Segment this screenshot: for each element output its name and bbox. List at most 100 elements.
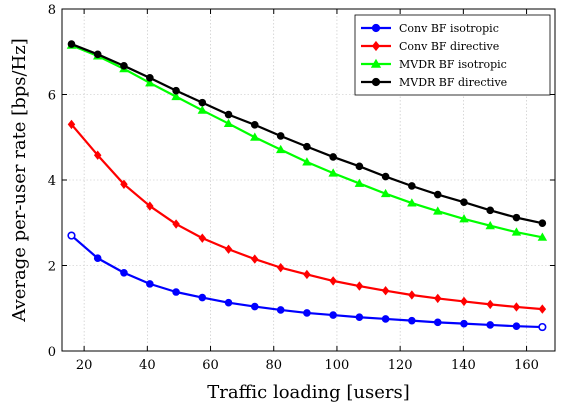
data-point [538,219,547,227]
data-point [303,309,311,317]
data-point [250,302,259,311]
ticks: 20 40 60 80 100 120 140 160 0 2 4 6 8 [48,3,555,373]
data-point [223,118,234,128]
data-point [93,50,102,59]
data-point [512,213,521,222]
data-point [354,178,365,187]
x-tick-label: 60 [202,358,219,373]
data-point [224,244,233,254]
data-point [224,298,233,307]
data-point [120,62,128,70]
data-point [380,188,391,198]
data-point [328,168,338,177]
x-tick-label: 120 [388,358,413,373]
data-point [67,119,76,130]
legend: Conv BF isotropic Conv BF directive MVDR B… [354,14,551,96]
data-point [512,322,521,331]
x-tick-label: 100 [325,358,350,373]
data-point [197,105,208,114]
legend-label: MVDR BF isotropic [399,58,507,71]
data-point [120,179,128,189]
data-point [538,304,547,314]
series-1 [67,119,547,314]
x-tick-label: 40 [139,358,156,373]
data-point [381,172,390,181]
data-point [303,142,311,151]
data-point [486,321,495,329]
data-point [329,276,337,286]
y-tick-label: 6 [48,89,56,104]
y-tick-label: 4 [48,174,56,189]
data-point [276,262,285,273]
data-point [329,311,337,319]
data-point [276,132,285,140]
legend-marker [370,58,382,68]
data-point [329,153,337,161]
data-point [276,306,285,314]
x-tick-label: 80 [265,358,282,373]
x-tick-label: 140 [451,358,476,373]
data-point [171,91,181,101]
data-point [302,157,312,166]
data-point [198,233,207,243]
data-point [146,280,154,288]
y-tick-label: 8 [48,3,56,18]
data-point [511,227,522,236]
series-0 [67,231,547,332]
data-point [486,206,495,215]
data-point [145,78,155,87]
data-point [303,269,311,280]
y-tick-label: 0 [48,345,56,360]
y-tick-label: 2 [48,260,56,275]
data-point [381,286,390,296]
data-point [381,315,390,323]
data-point [120,268,128,277]
data-point [538,322,547,332]
data-point [407,198,417,207]
data-point [198,293,207,302]
legend-marker [371,77,381,87]
data-point [146,201,154,211]
data-point [250,132,260,141]
data-point [485,220,495,230]
data-point [67,231,76,240]
data-point [224,110,233,119]
data-point [93,254,102,263]
legend-marker [371,23,381,33]
data-point [460,319,468,328]
data-point [486,299,494,310]
data-point [408,182,416,190]
data-point [460,198,468,207]
series-3 [67,40,547,227]
legend-label: Conv BF directive [399,40,499,53]
data-point [93,150,102,160]
data-point [433,190,442,199]
series-2 [66,40,548,241]
data-point [172,219,180,229]
data-point [537,232,548,241]
data-point [198,98,207,107]
data-point [275,144,286,154]
series-layer [66,40,548,332]
data-point [433,206,443,215]
x-axis-label: Traffic loading [users] [207,382,410,403]
data-point [250,121,259,129]
data-point [67,40,76,48]
data-point [408,290,416,300]
legend-marker [371,40,381,52]
data-point [459,214,469,223]
data-point [512,302,521,312]
x-tick-label: 160 [514,358,539,373]
data-point [434,293,442,304]
x-tick-label: 20 [76,358,93,373]
y-axis-label: Average per-user rate [bps/Hz] [9,38,30,323]
data-point [251,254,259,264]
data-point [172,288,180,296]
data-point [408,316,416,325]
data-point [433,318,442,327]
data-point [172,86,180,95]
legend-label: Conv BF isotropic [399,22,499,35]
legend-label: MVDR BF directive [399,76,507,89]
data-point [146,74,154,82]
